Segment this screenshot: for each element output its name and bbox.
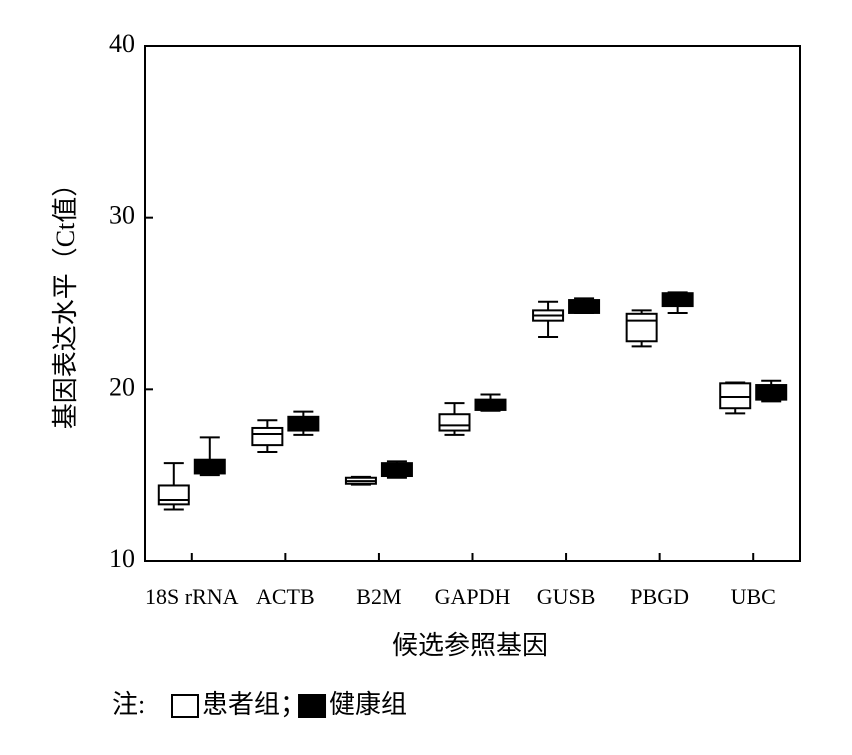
x-tick-label: 18S rRNA: [145, 584, 239, 609]
box: [568, 299, 601, 314]
legend-label: 健康组: [329, 690, 407, 719]
x-tick-label: ACTB: [256, 584, 315, 609]
y-tick-label: 30: [109, 201, 135, 230]
x-axis-label: 候选参照基因: [392, 631, 548, 660]
legend-swatch: [171, 694, 199, 718]
x-tick-label: GUSB: [537, 584, 596, 609]
box: [719, 382, 752, 410]
y-tick-label: 20: [109, 372, 135, 401]
legend-prefix: 注:: [112, 690, 145, 719]
y-tick-label: 40: [109, 29, 135, 58]
x-tick-label: GAPDH: [435, 584, 511, 609]
box: [625, 312, 658, 343]
legend-swatch: [298, 694, 327, 718]
legend-label: 患者组: [202, 690, 280, 719]
box: [438, 413, 471, 432]
y-axis-label: 基因表达水平（Ct值）: [51, 171, 80, 430]
x-tick-label: B2M: [356, 584, 401, 609]
x-tick-label: PBGD: [630, 584, 689, 609]
y-tick-label: 10: [109, 544, 135, 573]
x-tick-label: UBC: [731, 584, 776, 609]
plot-frame: [144, 45, 801, 562]
box: [251, 426, 284, 447]
box: [157, 484, 190, 506]
